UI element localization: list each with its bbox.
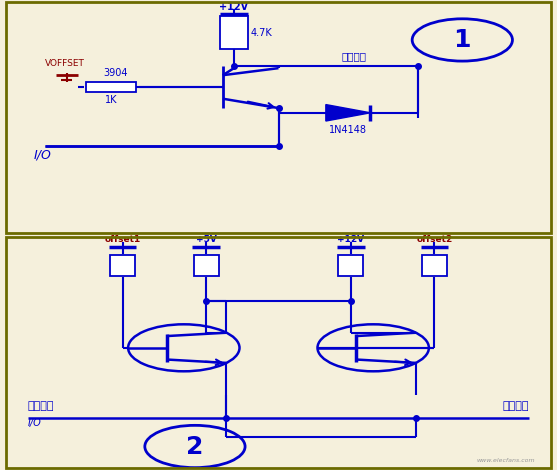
Text: I/O: I/O — [28, 418, 42, 428]
Polygon shape — [326, 104, 370, 121]
Text: 3904: 3904 — [104, 68, 128, 78]
Text: 通讯总线: 通讯总线 — [341, 51, 366, 61]
Text: 低电压侧: 低电压侧 — [28, 401, 55, 411]
Text: 2: 2 — [186, 434, 204, 459]
Bar — [110, 255, 135, 276]
Text: 1K: 1K — [105, 95, 118, 105]
Text: VOFFSET: VOFFSET — [45, 59, 85, 68]
Bar — [422, 255, 447, 276]
Text: +12V: +12V — [338, 235, 364, 244]
Text: 高电压侧: 高电压侧 — [502, 401, 529, 411]
Text: www.elecfans.com: www.elecfans.com — [476, 458, 535, 463]
Text: 1: 1 — [453, 28, 471, 52]
Text: I/O: I/O — [33, 148, 51, 161]
Text: 4.7K: 4.7K — [251, 28, 272, 38]
Bar — [86, 82, 136, 92]
Text: 1N4148: 1N4148 — [329, 125, 367, 134]
Bar — [220, 16, 248, 49]
Text: offset1: offset1 — [104, 235, 141, 244]
Text: +5V: +5V — [196, 235, 217, 244]
Bar — [194, 255, 218, 276]
Text: offset2: offset2 — [416, 235, 453, 244]
Bar — [339, 255, 363, 276]
Text: +12V: +12V — [219, 2, 248, 12]
